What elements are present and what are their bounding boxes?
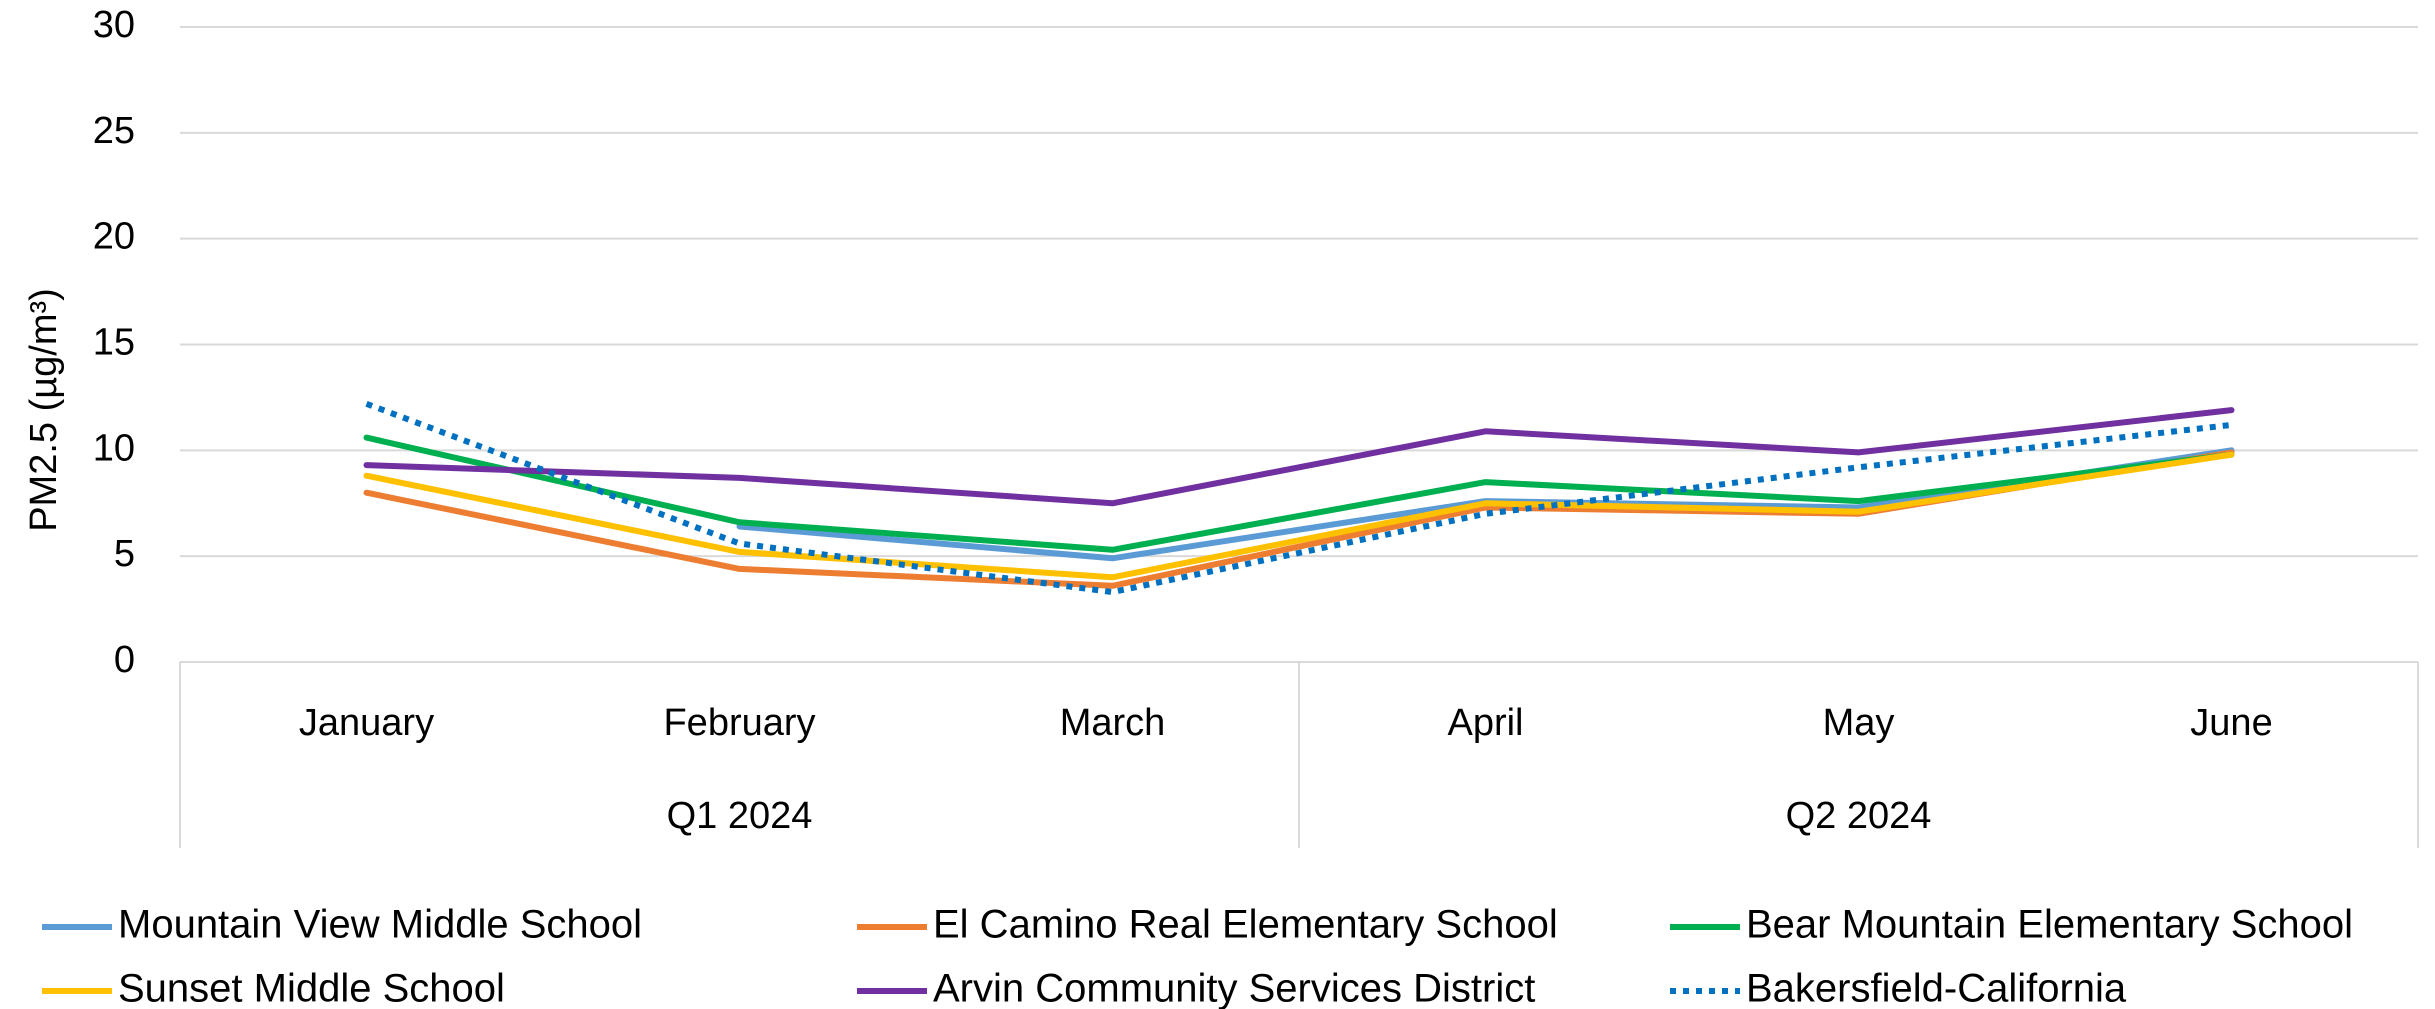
legend-label: Arvin Community Services District (933, 967, 1535, 1009)
legend-item: Arvin Community Services District (857, 967, 1535, 1009)
y-tick-label: 0 (114, 639, 135, 681)
legend-item: Bear Mountain Elementary School (1670, 903, 2353, 947)
series-line-5 (363, 407, 2235, 507)
legend-label: Bakersfield-California (1746, 967, 2127, 1009)
series-line-3 (363, 434, 2235, 553)
series-line-4 (363, 451, 2235, 581)
x-tick-label: March (1060, 702, 1166, 744)
legend-item: El Camino Real Elementary School (857, 903, 1558, 947)
y-tick-label: 10 (93, 427, 135, 469)
axes: 0 5 10 15 20 25 30 January February March April May… (93, 4, 2419, 848)
x-tick-label: June (2190, 702, 2272, 744)
legend-label: Bear Mountain Elementary School (1746, 903, 2353, 947)
x-tick-label: January (299, 702, 434, 744)
x-tick-label: April (1447, 702, 1523, 744)
legend-label: Mountain View Middle School (118, 903, 642, 947)
series-lines (363, 400, 2235, 596)
legend-item: Bakersfield-California (1670, 967, 2127, 1009)
legend-label: Sunset Middle School (118, 967, 505, 1009)
legend-item: Sunset Middle School (42, 967, 505, 1009)
x-tick-label: May (1823, 702, 1895, 744)
legend-item: Mountain View Middle School (42, 903, 642, 947)
y-tick-label: 20 (93, 216, 135, 258)
y-axis-title: PM2.5 (µg/m³) (23, 288, 65, 532)
series-line-6 (365, 400, 2232, 596)
x-group-label: Q2 2024 (1786, 795, 1932, 837)
y-tick-label: 25 (93, 110, 135, 152)
legend: Mountain View Middle School El Camino Rea… (42, 903, 2353, 1009)
legend-label: El Camino Real Elementary School (933, 903, 1558, 947)
x-group-label: Q1 2024 (667, 795, 813, 837)
y-tick-label: 30 (93, 4, 135, 46)
y-tick-label: 15 (93, 322, 135, 364)
y-tick-label: 5 (114, 533, 135, 575)
x-tick-label: February (663, 702, 815, 744)
gridlines (180, 26, 2418, 663)
